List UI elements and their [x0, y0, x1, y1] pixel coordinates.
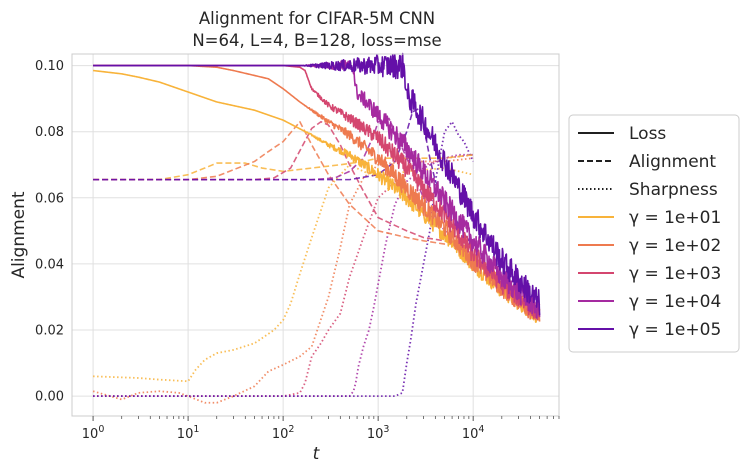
- y-axis-label: Alignment: [9, 191, 29, 278]
- alignment-line: [93, 120, 474, 245]
- y-tick-label: 0.04: [35, 257, 64, 272]
- sharpness-line: [93, 120, 474, 398]
- legend-label: Alignment: [629, 152, 716, 172]
- y-tick-label: 0.02: [35, 324, 64, 339]
- ticks: 0.00 0.02 0.04 0.06 0.08 0.10 100 101 102 103 104: [35, 59, 560, 442]
- y-tick-label: 0.06: [35, 191, 64, 206]
- legend: Loss Alignment Sharpness γ = 1e+01 γ = 1e+02…: [568, 114, 740, 353]
- x-tick-label: 102: [272, 424, 295, 442]
- x-tick-label: 103: [367, 424, 390, 442]
- plot-frame: [71, 53, 560, 417]
- legend-frame: [568, 114, 740, 353]
- chart-title-line1: Alignment for CIFAR-5M CNN: [199, 9, 435, 28]
- sharpness-line: [93, 153, 474, 398]
- legend-label: Loss: [629, 124, 666, 144]
- legend-label: γ = 1e+02: [629, 236, 721, 256]
- legend-label: Sharpness: [629, 180, 718, 200]
- sharpness-line: [93, 153, 474, 398]
- loss-line: [92, 52, 541, 316]
- alignment-line: [93, 117, 474, 249]
- sharpness-line: [93, 163, 474, 383]
- legend-label: γ = 1e+03: [629, 264, 721, 284]
- y-tick-label: 0.08: [35, 125, 64, 140]
- x-tick-label: 100: [82, 424, 105, 442]
- x-tick-label: 104: [462, 424, 485, 442]
- y-tick-label: 0.10: [35, 59, 64, 74]
- y-tick-label: 0.00: [35, 390, 64, 405]
- legend-label: γ = 1e+05: [629, 320, 721, 340]
- x-axis-label: t: [313, 444, 321, 464]
- x-tick-label: 101: [177, 424, 200, 442]
- legend-label: γ = 1e+04: [629, 292, 721, 312]
- plot-series: [92, 52, 541, 404]
- chart-title-line2: N=64, L=4, B=128, loss=mse: [192, 31, 441, 50]
- legend-label: γ = 1e+01: [629, 208, 721, 228]
